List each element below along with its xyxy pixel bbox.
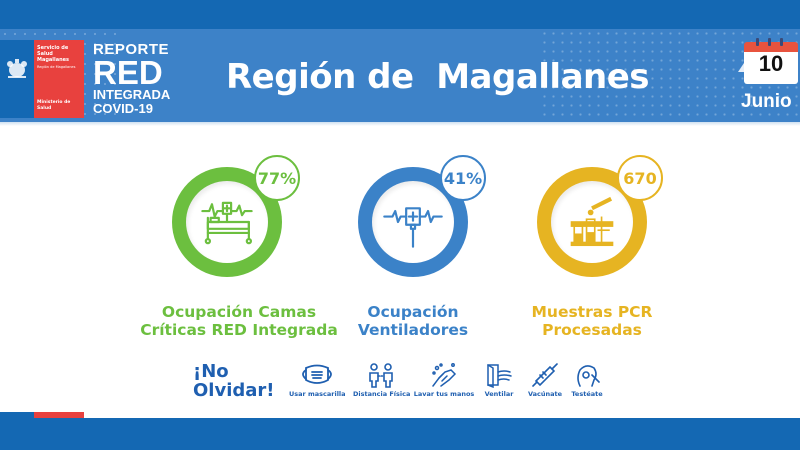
- metric-label: Ocupación Camas Críticas RED Integrada: [140, 303, 338, 339]
- face-mask-icon: [302, 364, 332, 384]
- metric-value-badge: 77%: [254, 155, 300, 201]
- chile-coat-of-arms-icon: [7, 59, 27, 78]
- report-line-3: INTEGRADA: [93, 87, 171, 102]
- footer-strip-red: [34, 412, 84, 418]
- metric-label: Muestras PCR Procesadas: [531, 303, 653, 339]
- reminder-mask: Usar mascarilla: [289, 362, 346, 398]
- report-line-4: COVID-19: [93, 101, 153, 116]
- ministry-name: Ministerio de Salud: [37, 100, 71, 111]
- metric-label: Ocupación Ventiladores: [357, 303, 469, 339]
- test-swab-icon: [577, 365, 600, 387]
- footer-bar: [0, 418, 800, 450]
- top-bar: [0, 0, 800, 29]
- date-month: Junio: [741, 91, 792, 112]
- reminder-ventilate: Ventilar: [479, 362, 519, 398]
- social-distance-icon: [369, 363, 393, 388]
- ventilate-icon: [487, 364, 512, 388]
- report-line-2: RED: [93, 54, 163, 91]
- hospital-bed-icon: [201, 201, 253, 245]
- government-logo-red: Servicio de Salud Magallanes Región de M…: [34, 40, 84, 118]
- header-banner: Servicio de Salud Magallanes Región de M…: [0, 29, 800, 122]
- reminder-wash-hands: Lavar tus manos: [413, 362, 475, 398]
- metric-value-badge: 41%: [440, 155, 486, 201]
- reminders-title: ¡No Olvidar!: [193, 361, 275, 401]
- test-tubes-icon: [570, 196, 614, 247]
- report-line-1: REPORTE: [93, 41, 170, 58]
- calendar-icon: 10: [738, 38, 798, 84]
- page-title: Región de Magallanes: [226, 57, 650, 97]
- wash-hands-icon: [432, 363, 457, 387]
- date-day: 10: [758, 51, 784, 76]
- org-region: Región de Magallanes: [37, 65, 76, 69]
- org-name: Servicio de Salud Magallanes: [37, 45, 70, 63]
- report-title-block: REPORTE RED INTEGRADA COVID-19: [93, 42, 170, 116]
- government-logo-blue: [0, 40, 34, 118]
- reminder-distance: Distancia Física: [353, 362, 410, 398]
- reminder-vaccinate: Vacúnate: [523, 362, 567, 398]
- footer-strip-blue: [0, 412, 34, 418]
- metric-value-badge: 670: [617, 155, 663, 201]
- ventilator-icon: [383, 207, 443, 248]
- reminder-test: Testéate: [565, 362, 609, 398]
- vaccine-syringe-icon: [532, 363, 558, 387]
